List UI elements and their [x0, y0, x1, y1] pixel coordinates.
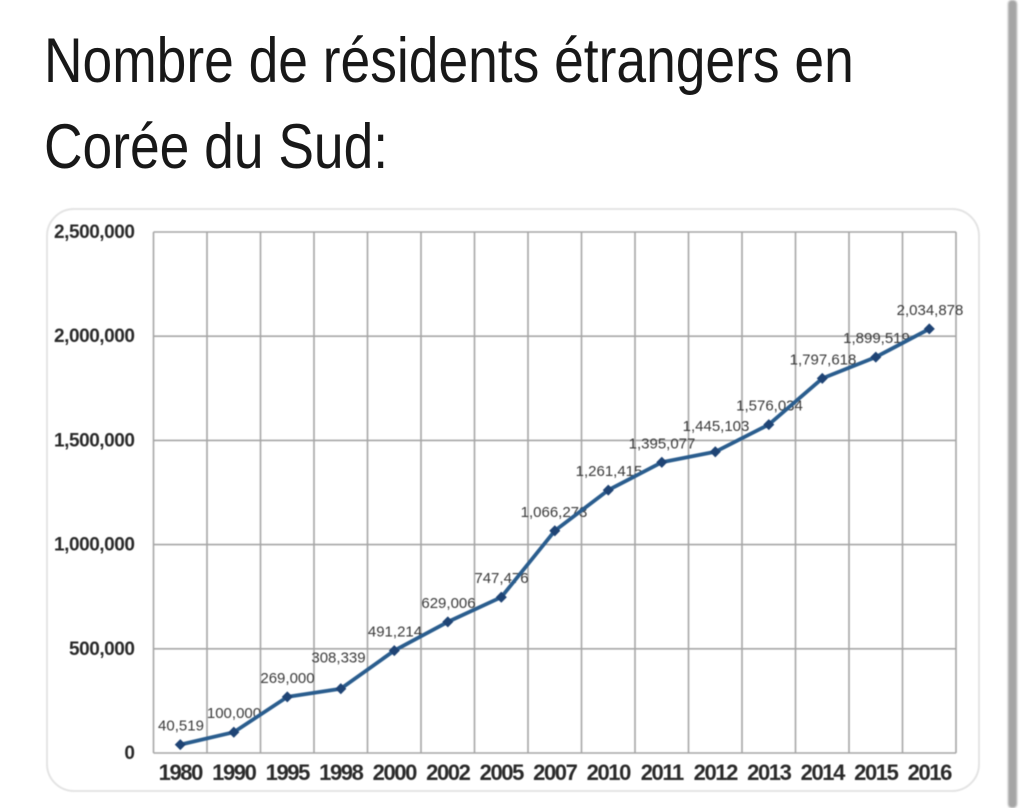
svg-text:2015: 2015: [854, 760, 899, 785]
svg-text:1,445,103: 1,445,103: [683, 418, 750, 435]
svg-text:308,339: 308,339: [311, 650, 365, 667]
svg-text:491,214: 491,214: [368, 624, 422, 641]
svg-text:2016: 2016: [908, 760, 953, 785]
svg-text:2000: 2000: [373, 760, 418, 785]
svg-text:1,500,000: 1,500,000: [54, 430, 134, 451]
svg-text:1995: 1995: [266, 760, 311, 785]
svg-text:40,519: 40,519: [158, 718, 204, 735]
svg-text:2002: 2002: [426, 760, 471, 785]
svg-text:1,899,519: 1,899,519: [843, 330, 910, 347]
svg-text:1990: 1990: [212, 760, 257, 785]
svg-text:2010: 2010: [587, 760, 632, 785]
svg-text:1,395,077: 1,395,077: [629, 435, 696, 452]
svg-text:1,797,618: 1,797,618: [790, 351, 857, 368]
svg-text:2,034,878: 2,034,878: [897, 302, 964, 319]
svg-text:1,000,000: 1,000,000: [54, 535, 134, 556]
svg-text:2013: 2013: [747, 760, 792, 785]
svg-text:2012: 2012: [694, 760, 739, 785]
svg-text:269,000: 269,000: [260, 670, 314, 687]
svg-text:629,006: 629,006: [421, 595, 475, 612]
svg-text:100,000: 100,000: [207, 705, 261, 722]
svg-text:0: 0: [124, 743, 134, 764]
svg-text:2,000,000: 2,000,000: [54, 326, 134, 347]
svg-text:2011: 2011: [641, 760, 684, 785]
svg-text:1980: 1980: [159, 760, 204, 785]
svg-text:2014: 2014: [801, 760, 847, 785]
svg-text:1,261,415: 1,261,415: [576, 463, 643, 480]
svg-text:2005: 2005: [480, 760, 525, 785]
svg-text:500,000: 500,000: [69, 639, 135, 660]
svg-text:2007: 2007: [533, 760, 578, 785]
svg-text:1998: 1998: [319, 760, 364, 785]
svg-text:2,500,000: 2,500,000: [54, 222, 134, 243]
